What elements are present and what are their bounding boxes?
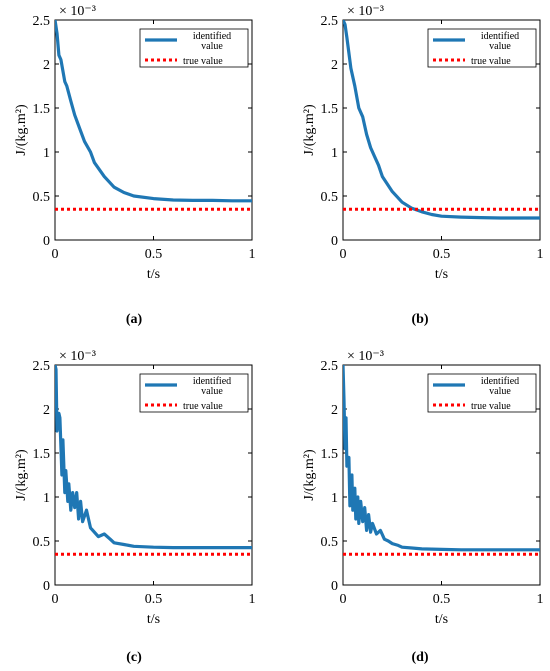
legend-label: true value	[471, 401, 511, 412]
caption-c: (c)	[126, 650, 142, 665]
chart-panel-d: 0 0.5 1 1.5 2 2.5 0 0.5 1 × 10⁻³ t/s J/(kg.m²) ident…	[288, 345, 550, 645]
y-axis-label: J/(kg.m²)	[302, 104, 317, 156]
y-tick-label: 1.5	[33, 447, 51, 462]
y-tick-label: 2	[43, 403, 50, 418]
y-tick-label: 1	[331, 146, 338, 161]
y-tick-label: 2.5	[33, 14, 51, 29]
y-tick-label: 1	[331, 491, 338, 506]
x-tick-label: 1	[249, 592, 256, 607]
x-tick-label: 0.5	[433, 592, 451, 607]
y-tick-label: 0	[43, 579, 50, 594]
y-tick-label: 2.5	[33, 359, 51, 374]
chart-svg: 0 0.5 1 1.5 2 2.5 0 0.5 1 × 10⁻³ t/s J/(kg.m²) ident…	[302, 349, 544, 627]
chart-panel-a: 0 0.5 1 1.5 2 2.5 0 0.5 1 × 10⁻³ t/s J/(kg.m²) ident…	[0, 0, 262, 300]
y-tick-label: 1	[43, 491, 50, 506]
x-axis-label: t/s	[147, 267, 160, 282]
x-tick-label: 0	[340, 247, 347, 262]
chart-panel-c: 0 0.5 1 1.5 2 2.5 0 0.5 1 × 10⁻³ t/s J/(kg.m²) ident…	[0, 345, 262, 645]
x-tick-label: 0	[340, 592, 347, 607]
y-exponent-label: × 10⁻³	[347, 349, 384, 364]
y-tick-label: 2.5	[321, 14, 339, 29]
y-tick-label: 0	[331, 579, 338, 594]
legend-label-cont: value	[201, 41, 223, 52]
y-tick-label: 2	[331, 403, 338, 418]
y-axis-label: J/(kg.m²)	[302, 449, 317, 501]
identified-value-line	[55, 365, 252, 550]
x-axis-label: t/s	[435, 612, 448, 627]
y-tick-label: 1.5	[321, 447, 339, 462]
legend-label-cont: value	[489, 386, 511, 397]
x-tick-label: 0	[52, 592, 59, 607]
caption-a: (a)	[125, 312, 143, 327]
y-exponent-label: × 10⁻³	[59, 349, 96, 364]
y-tick-label: 0	[43, 234, 50, 249]
y-tick-label: 1.5	[33, 102, 51, 117]
legend-label: identified	[481, 31, 519, 42]
legend-label: true value	[183, 401, 223, 412]
y-tick-label: 0.5	[33, 190, 51, 205]
chart-panel-b: 0 0.5 1 1.5 2 2.5 0 0.5 1 × 10⁻³ t/s J/(kg.m²) ident…	[288, 0, 550, 300]
caption-b: (b)	[411, 312, 429, 327]
y-axis-label: J/(kg.m²)	[14, 104, 29, 156]
legend-label: identified	[193, 376, 231, 387]
legend-label-cont: value	[489, 41, 511, 52]
y-tick-label: 2.5	[321, 359, 339, 374]
x-tick-label: 0.5	[145, 247, 163, 262]
caption-d: (d)	[411, 650, 429, 665]
y-tick-label: 0.5	[33, 535, 51, 550]
x-axis-label: t/s	[147, 612, 160, 627]
y-axis-label: J/(kg.m²)	[14, 449, 29, 501]
identified-value-line	[343, 20, 540, 220]
x-tick-label: 1	[537, 592, 544, 607]
y-tick-label: 2	[43, 58, 50, 73]
identified-value-line	[343, 365, 540, 552]
legend-label: identified	[193, 31, 231, 42]
legend-label: true value	[183, 56, 223, 67]
legend-label: identified	[481, 376, 519, 387]
y-tick-label: 0	[331, 234, 338, 249]
y-tick-label: 1	[43, 146, 50, 161]
chart-svg: 0 0.5 1 1.5 2 2.5 0 0.5 1 × 10⁻³ t/s J/(kg.m²) ident…	[14, 4, 256, 282]
chart-svg: 0 0.5 1 1.5 2 2.5 0 0.5 1 × 10⁻³ t/s J/(kg.m²) ident…	[302, 4, 544, 282]
y-tick-label: 0.5	[321, 190, 339, 205]
y-exponent-label: × 10⁻³	[59, 4, 96, 19]
legend-label-cont: value	[201, 386, 223, 397]
x-tick-label: 0.5	[145, 592, 163, 607]
legend-label: true value	[471, 56, 511, 67]
chart-svg: 0 0.5 1 1.5 2 2.5 0 0.5 1 × 10⁻³ t/s J/(kg.m²) ident…	[14, 349, 256, 627]
y-tick-label: 2	[331, 58, 338, 73]
x-tick-label: 1	[537, 247, 544, 262]
x-tick-label: 0	[52, 247, 59, 262]
y-tick-label: 0.5	[321, 535, 339, 550]
x-tick-label: 0.5	[433, 247, 451, 262]
x-tick-label: 1	[249, 247, 256, 262]
y-exponent-label: × 10⁻³	[347, 4, 384, 19]
y-tick-label: 1.5	[321, 102, 339, 117]
x-axis-label: t/s	[435, 267, 448, 282]
identified-value-line	[55, 20, 252, 203]
